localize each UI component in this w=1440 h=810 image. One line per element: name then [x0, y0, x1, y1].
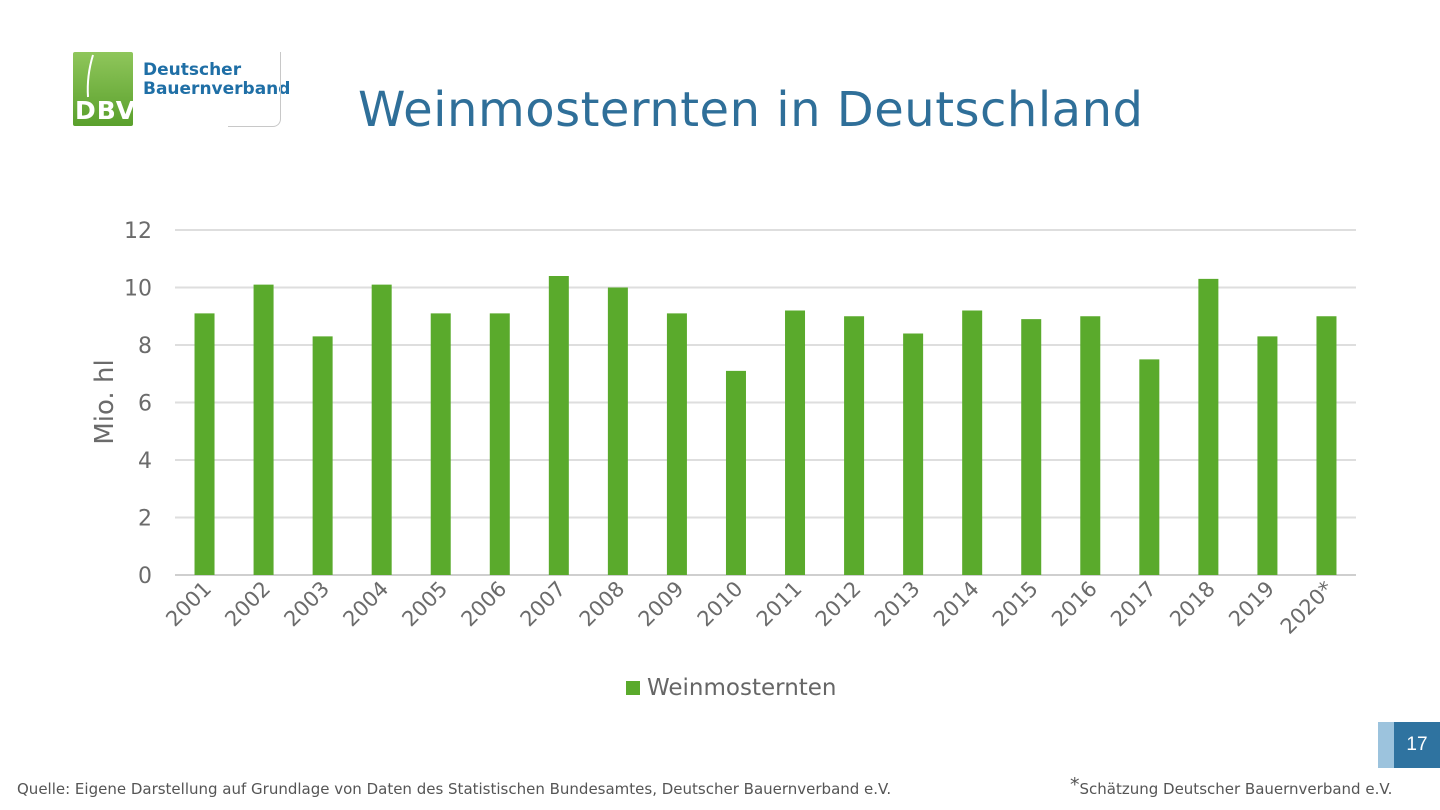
x-tick-label: 2001 — [161, 577, 216, 632]
footnote-marker: * — [1070, 774, 1080, 796]
page-number: 17 — [1378, 722, 1440, 768]
bar — [903, 333, 924, 575]
x-tick-label: 2004 — [338, 577, 393, 632]
chart-legend: Weinmosternten — [626, 675, 837, 701]
x-tick-label: 2006 — [457, 577, 512, 632]
x-tick-label: 2009 — [634, 577, 689, 632]
x-tick-label: 2017 — [1106, 577, 1161, 632]
bar — [253, 284, 274, 575]
x-tick-label: 2007 — [516, 577, 571, 632]
bar — [1139, 359, 1160, 575]
page-number-value: 17 — [1394, 722, 1440, 768]
x-tick-label: 2012 — [811, 577, 866, 632]
y-axis-label: Mio. hl — [90, 359, 120, 444]
x-tick-label: 2019 — [1224, 577, 1279, 632]
x-tick-label: 2020* — [1276, 577, 1338, 639]
dbv-logo: DBV Deutscher Bauernverband — [73, 52, 290, 128]
bar-chart: 0 2 4 6 8 10 12 Mio. hl 2001 2002 2003 2004 2005 2006… — [90, 219, 1356, 639]
logo-frame — [228, 52, 281, 127]
bar — [1198, 278, 1219, 575]
y-tick-label: 8 — [138, 334, 152, 359]
estimate-footnote: *Schätzung Deutscher Bauernverband e.V. — [1070, 774, 1393, 802]
bar — [1021, 319, 1042, 575]
legend-label: Weinmosternten — [647, 675, 837, 701]
x-tick-label: 2003 — [279, 577, 334, 632]
x-tick-label: 2005 — [397, 577, 452, 632]
y-tick-label: 4 — [138, 449, 152, 474]
logo-mark-text: DBV — [75, 96, 137, 125]
bar — [194, 313, 215, 575]
legend-swatch — [626, 681, 640, 695]
y-tick-label: 6 — [138, 392, 152, 417]
logo-line-2: Bauernverband — [143, 79, 291, 99]
x-tick-label: 2010 — [693, 577, 748, 632]
x-tick-label: 2018 — [1165, 577, 1220, 632]
source-note: Quelle: Eigene Darstellung auf Grundlage… — [17, 780, 892, 798]
bar — [1257, 336, 1278, 575]
logo-line-1: Deutscher — [143, 60, 242, 80]
x-tick-label: 2011 — [752, 577, 807, 632]
bar — [430, 313, 451, 575]
bar — [844, 316, 865, 575]
bar — [1080, 316, 1101, 575]
x-tick-label: 2014 — [929, 577, 984, 632]
bar — [312, 336, 333, 575]
y-tick-label: 10 — [124, 277, 152, 302]
page-number-strip — [1378, 722, 1394, 768]
bar — [607, 287, 628, 575]
bar — [666, 313, 687, 575]
leaf-icon — [86, 54, 94, 98]
bar — [725, 370, 746, 575]
y-tick-label: 12 — [124, 219, 152, 244]
bar — [962, 310, 983, 575]
x-tick-label: 2016 — [1047, 577, 1102, 632]
bar — [489, 313, 510, 575]
x-tick-label: 2002 — [220, 577, 275, 632]
bar — [785, 310, 806, 575]
logo-wordmark: Deutscher Bauernverband — [143, 61, 290, 99]
x-tick-label: 2008 — [575, 577, 630, 632]
x-tick-label: 2013 — [870, 577, 925, 632]
logo-mark-box: DBV — [73, 52, 137, 126]
bar — [548, 276, 569, 575]
x-tick-label: 2015 — [988, 577, 1043, 632]
bar — [1316, 316, 1337, 575]
y-tick-label: 0 — [138, 564, 152, 589]
footnote-text: Schätzung Deutscher Bauernverband e.V. — [1079, 780, 1393, 798]
bar — [371, 284, 392, 575]
slide-title: Weinmosternten in Deutschland — [358, 82, 1144, 138]
y-tick-label: 2 — [138, 507, 152, 532]
